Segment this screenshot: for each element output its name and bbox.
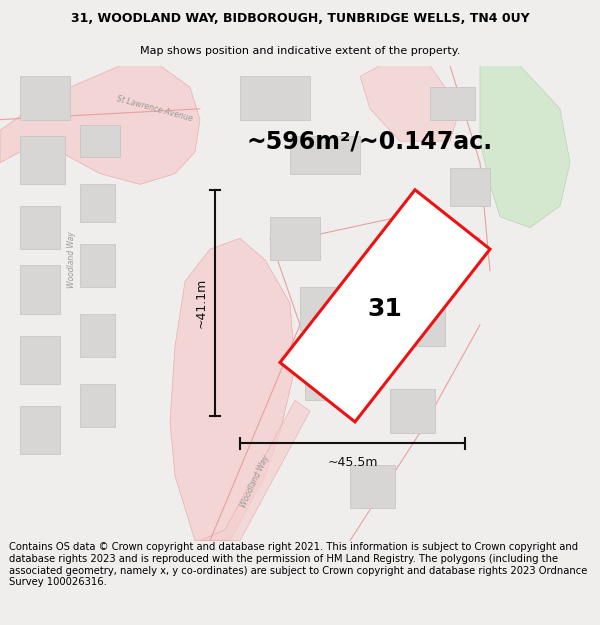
Text: 31, WOODLAND WAY, BIDBOROUGH, TUNBRIDGE WELLS, TN4 0UY: 31, WOODLAND WAY, BIDBOROUGH, TUNBRIDGE … [71, 12, 529, 25]
Polygon shape [20, 266, 60, 314]
Polygon shape [400, 309, 445, 346]
Polygon shape [20, 406, 60, 454]
Polygon shape [305, 362, 345, 400]
Polygon shape [300, 287, 345, 330]
Text: ~596m²/~0.147ac.: ~596m²/~0.147ac. [247, 129, 493, 153]
Polygon shape [20, 336, 60, 384]
Polygon shape [450, 168, 490, 206]
Polygon shape [20, 76, 70, 119]
Polygon shape [80, 184, 115, 222]
Text: Contains OS data © Crown copyright and database right 2021. This information is : Contains OS data © Crown copyright and d… [9, 542, 587, 587]
Text: 31: 31 [368, 296, 403, 321]
Text: Woodland Way: Woodland Way [239, 454, 271, 509]
Polygon shape [80, 244, 115, 287]
Polygon shape [0, 66, 200, 184]
Polygon shape [80, 125, 120, 158]
Text: Map shows position and indicative extent of the property.: Map shows position and indicative extent… [140, 46, 460, 56]
Polygon shape [290, 136, 360, 174]
Text: St Lawrence Avenue: St Lawrence Avenue [116, 94, 194, 123]
Polygon shape [20, 136, 65, 184]
Polygon shape [390, 389, 435, 432]
Polygon shape [240, 76, 310, 119]
Polygon shape [350, 465, 395, 508]
Text: ~45.5m: ~45.5m [327, 456, 378, 469]
Polygon shape [430, 88, 475, 119]
Polygon shape [360, 66, 460, 141]
Text: Woodland Way: Woodland Way [67, 232, 77, 288]
Polygon shape [170, 238, 295, 541]
Polygon shape [200, 400, 310, 541]
Text: ~41.1m: ~41.1m [194, 278, 208, 328]
Polygon shape [400, 217, 450, 260]
Polygon shape [20, 206, 60, 249]
Polygon shape [80, 384, 115, 428]
Polygon shape [480, 66, 570, 228]
Polygon shape [270, 217, 320, 260]
Polygon shape [80, 314, 115, 357]
Polygon shape [280, 190, 490, 422]
